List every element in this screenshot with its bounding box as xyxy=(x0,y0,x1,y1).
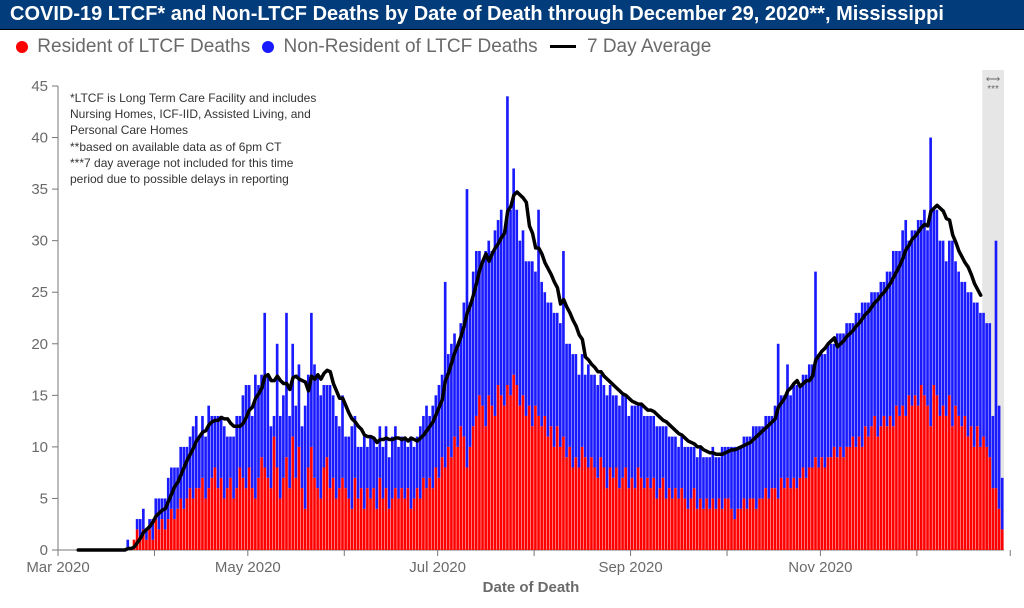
stacked-bar-line-chart: ⟷***051015202530354045Mar 2020May 2020Ju… xyxy=(0,60,1024,600)
svg-text:35: 35 xyxy=(31,181,48,198)
svg-text:Date of Death: Date of Death xyxy=(483,579,580,596)
svg-text:15: 15 xyxy=(31,387,48,404)
svg-text:Sep 2020: Sep 2020 xyxy=(598,559,662,576)
svg-text:Jul 2020: Jul 2020 xyxy=(409,559,466,576)
svg-text:5: 5 xyxy=(40,490,48,507)
svg-text:45: 45 xyxy=(31,78,48,95)
svg-text:May 2020: May 2020 xyxy=(215,559,281,576)
chart-title: COVID-19 LTCF* and Non-LTCF Deaths by Da… xyxy=(0,0,1024,30)
legend-dot-nonltcf xyxy=(262,41,274,53)
svg-text:20: 20 xyxy=(31,336,48,353)
svg-text:Mar 2020: Mar 2020 xyxy=(26,559,89,576)
legend-line-avg xyxy=(550,45,576,48)
svg-text:0: 0 xyxy=(40,542,48,559)
svg-text:***: *** xyxy=(987,84,999,95)
legend-item-nonltcf: Non-Resident of LTCF Deaths xyxy=(262,36,537,58)
svg-text:Nov 2020: Nov 2020 xyxy=(788,559,852,576)
svg-text:30: 30 xyxy=(31,233,48,250)
legend-item-ltcf: Resident of LTCF Deaths xyxy=(16,36,250,58)
chart-area: *LTCF is Long Term Care Facility and inc… xyxy=(0,60,1024,600)
legend-item-avg: 7 Day Average xyxy=(550,36,712,58)
svg-text:10: 10 xyxy=(31,439,48,456)
svg-text:25: 25 xyxy=(31,284,48,301)
legend-dot-ltcf xyxy=(16,41,28,53)
legend-label-nonltcf: Non-Resident of LTCF Deaths xyxy=(284,36,538,57)
chart-legend: Resident of LTCF Deaths Non-Resident of … xyxy=(0,30,1024,60)
svg-text:40: 40 xyxy=(31,130,48,147)
legend-label-avg: 7 Day Average xyxy=(587,36,711,57)
legend-label-ltcf: Resident of LTCF Deaths xyxy=(37,36,250,57)
